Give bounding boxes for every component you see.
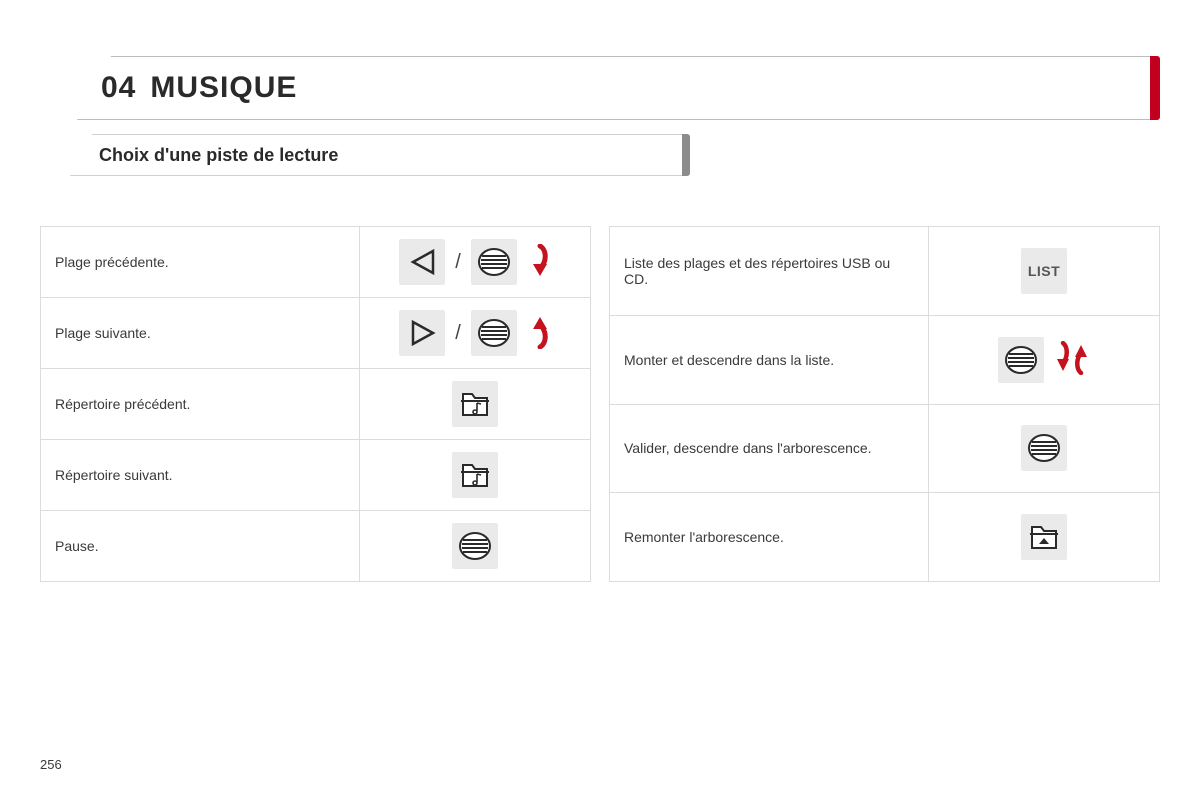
dial-icon [1021,425,1067,471]
page-title: MUSIQUE [150,71,297,105]
cell-controls [929,493,1160,582]
table-row: Liste des plages et des répertoires USB … [610,227,1160,316]
cell-desc: Plage précédente. [41,227,360,298]
cell-controls [929,404,1160,493]
table-row: Plage suivante. / [41,298,591,369]
cell-desc: Répertoire suivant. [41,440,360,511]
control-row [943,514,1145,560]
page-number: 256 [40,757,62,772]
table-row: Pause. [41,511,591,582]
cell-controls: / [360,298,591,369]
dial-icon [471,310,517,356]
tables-wrapper: Plage précédente. / Plage suivante. / [40,226,1160,582]
arrow-down-icon [527,244,551,281]
cell-controls [360,511,591,582]
cell-desc: Répertoire précédent. [41,369,360,440]
control-row [943,425,1145,471]
control-row [943,337,1145,383]
triangle-left-icon [399,239,445,285]
cell-controls [360,440,591,511]
folder-music-icon [452,452,498,498]
title-accent [1150,56,1160,120]
arrow-down-up-icon [1054,341,1090,378]
cell-desc: Remonter l'arborescence. [610,493,929,582]
controls-table-left: Plage précédente. / Plage suivante. / [40,226,591,582]
folder-music-icon [452,381,498,427]
control-row [374,452,576,498]
list-button-icon: LIST [1021,248,1067,294]
section-number: 04 [101,71,136,105]
table-row: Répertoire précédent. [41,369,591,440]
separator-slash: / [455,323,461,343]
subtitle-accent [682,134,690,176]
cell-controls: LIST [929,227,1160,316]
controls-table-right: Liste des plages et des répertoires USB … [609,226,1160,582]
cell-desc: Plage suivante. [41,298,360,369]
folder-up-icon [1021,514,1067,560]
cell-controls: / [360,227,591,298]
table-row: Remonter l'arborescence. [610,493,1160,582]
subtitle-bar: Choix d'une piste de lecture [40,134,690,176]
table-row: Répertoire suivant. [41,440,591,511]
arrow-up-icon [527,315,551,352]
table-row: Monter et descendre dans la liste. [610,315,1160,404]
dial-icon [452,523,498,569]
subtitle-text: Choix d'une piste de lecture [99,145,338,166]
page: 04 MUSIQUE Choix d'une piste de lecture … [0,0,1200,800]
dial-icon [471,239,517,285]
separator-slash: / [455,252,461,272]
cell-desc: Pause. [41,511,360,582]
cell-controls [929,315,1160,404]
control-row [374,381,576,427]
cell-controls [360,369,591,440]
dial-icon [998,337,1044,383]
control-row: / [374,310,576,356]
control-row: / [374,239,576,285]
page-title-bar: 04 MUSIQUE [40,56,1160,120]
cell-desc: Monter et descendre dans la liste. [610,315,929,404]
table-row: Plage précédente. / [41,227,591,298]
cell-desc: Liste des plages et des répertoires USB … [610,227,929,316]
table-row: Valider, descendre dans l'arborescence. [610,404,1160,493]
control-row [374,523,576,569]
cell-desc: Valider, descendre dans l'arborescence. [610,404,929,493]
triangle-right-icon [399,310,445,356]
control-row: LIST [943,248,1145,294]
